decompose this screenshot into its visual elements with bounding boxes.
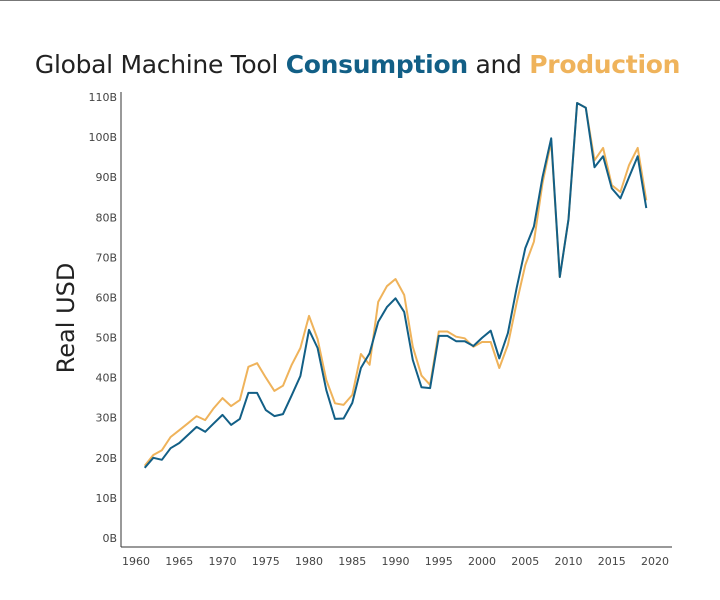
x-tick-label: 1975	[252, 555, 280, 568]
y-tick-label: 50B	[95, 332, 117, 345]
y-tick-label: 80B	[95, 211, 117, 224]
title-production-legend: Production	[529, 50, 681, 79]
y-tick-label: 90B	[95, 171, 117, 184]
title-part-3: and	[467, 50, 530, 79]
y-tick-label: 110B	[88, 91, 117, 104]
x-tick-label: 2020	[641, 555, 669, 568]
chart-title: Global Machine Tool Consumption and Prod…	[0, 50, 715, 79]
x-tick-label: 1970	[209, 555, 237, 568]
x-tick-label: 1985	[338, 555, 366, 568]
y-tick-label: 60B	[95, 291, 117, 304]
y-tick-label: 0B	[102, 532, 117, 545]
x-tick-label: 1995	[425, 555, 453, 568]
y-tick-label: 100B	[88, 131, 117, 144]
x-tick-label: 1965	[165, 555, 193, 568]
top-border	[0, 0, 720, 1]
y-tick-label: 40B	[95, 372, 117, 385]
x-tick-label: 1960	[122, 555, 150, 568]
title-consumption-legend: Consumption	[285, 50, 468, 79]
x-tick-label: 1980	[295, 555, 323, 568]
title-part-1: Global Machine Tool	[34, 50, 286, 79]
x-tick-label: 1990	[382, 555, 410, 568]
series-line-production	[143, 102, 648, 467]
y-tick-label: 30B	[95, 412, 117, 425]
y-tick-label: 10B	[95, 492, 117, 505]
x-tick-label: 2015	[598, 555, 626, 568]
x-tick-label: 2010	[555, 555, 583, 568]
series-line-consumption	[143, 102, 648, 469]
x-tick-label: 2000	[468, 555, 496, 568]
y-tick-label: 70B	[95, 251, 117, 264]
y-tick-label: 20B	[95, 452, 117, 465]
x-tick-label: 2005	[511, 555, 539, 568]
